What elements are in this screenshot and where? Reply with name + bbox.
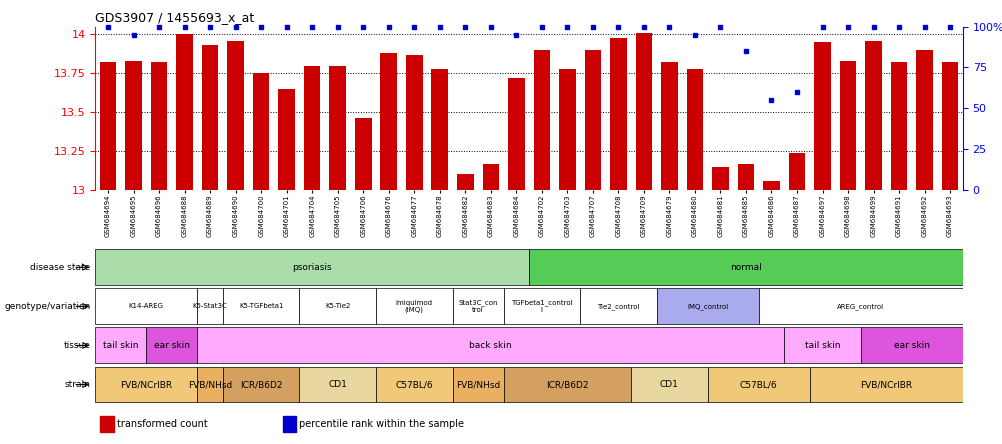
Bar	[784, 328, 860, 363]
Text: imiquimod
(IMQ): imiquimod (IMQ)	[396, 300, 432, 313]
Bar	[380, 53, 397, 190]
Bar	[197, 289, 222, 324]
Bar	[814, 42, 830, 190]
Bar	[376, 289, 452, 324]
Text: GDS3907 / 1455693_x_at: GDS3907 / 1455693_x_at	[95, 11, 255, 24]
Bar	[579, 289, 656, 324]
Bar	[736, 163, 754, 190]
Text: CD1: CD1	[659, 380, 678, 389]
Bar	[707, 367, 809, 402]
Bar	[452, 367, 503, 402]
Text: ICR/B6D2: ICR/B6D2	[239, 380, 283, 389]
Text: Tie2_control: Tie2_control	[596, 303, 639, 310]
Bar	[279, 89, 295, 190]
Bar	[95, 328, 146, 363]
Bar	[457, 174, 473, 190]
Text: FVB/NHsd: FVB/NHsd	[456, 380, 500, 389]
Text: tail skin: tail skin	[804, 341, 840, 350]
Bar	[558, 69, 575, 190]
Text: FVB/NHsd: FVB/NHsd	[187, 380, 232, 389]
Text: psoriasis: psoriasis	[292, 263, 332, 272]
Bar	[95, 289, 197, 324]
Bar	[95, 367, 197, 402]
Text: TGFbeta1_control
l: TGFbeta1_control l	[511, 300, 572, 313]
Bar	[809, 367, 962, 402]
Bar	[630, 367, 707, 402]
Text: genotype/variation: genotype/variation	[4, 302, 90, 311]
Text: back skin: back skin	[469, 341, 512, 350]
Text: K5-Stat3C: K5-Stat3C	[192, 303, 227, 309]
Text: IMQ_control: IMQ_control	[686, 303, 727, 310]
Bar	[304, 66, 321, 190]
Text: K14-AREG: K14-AREG	[128, 303, 163, 309]
Text: K5-Tie2: K5-Tie2	[325, 303, 350, 309]
Bar	[300, 367, 376, 402]
Bar	[916, 50, 932, 190]
Text: percentile rank within the sample: percentile rank within the sample	[299, 419, 464, 429]
Bar	[788, 153, 805, 190]
Bar	[503, 367, 630, 402]
Bar	[839, 61, 856, 190]
Text: normal: normal	[729, 263, 762, 272]
Bar	[758, 289, 962, 324]
Bar	[431, 69, 448, 190]
Text: ear skin: ear skin	[893, 341, 929, 350]
Bar	[482, 163, 499, 190]
Bar	[508, 78, 524, 190]
Bar	[656, 289, 758, 324]
Text: AREG_control: AREG_control	[837, 303, 884, 310]
Bar	[253, 73, 270, 190]
Bar	[300, 289, 376, 324]
Bar	[763, 181, 779, 190]
Bar	[227, 41, 243, 190]
Text: CD1: CD1	[328, 380, 347, 389]
Text: FVB/NCrIBR: FVB/NCrIBR	[120, 380, 172, 389]
Bar	[635, 33, 651, 190]
Bar	[529, 250, 962, 285]
Bar	[99, 63, 116, 190]
Text: tissue: tissue	[63, 341, 90, 350]
Bar	[686, 69, 702, 190]
Text: Stat3C_con
trol: Stat3C_con trol	[458, 300, 497, 313]
Bar	[660, 63, 677, 190]
Bar	[533, 50, 549, 190]
Bar	[452, 289, 503, 324]
Bar	[355, 119, 371, 190]
Bar	[176, 35, 192, 190]
Bar	[890, 63, 907, 190]
Bar	[283, 416, 296, 432]
Bar	[95, 250, 529, 285]
Text: C57BL/6: C57BL/6	[739, 380, 777, 389]
Bar	[222, 289, 300, 324]
Text: disease state: disease state	[30, 263, 90, 272]
Bar	[100, 416, 113, 432]
Bar	[609, 38, 626, 190]
Bar	[584, 50, 600, 190]
Text: FVB/NCrIBR: FVB/NCrIBR	[860, 380, 912, 389]
Text: tail skin: tail skin	[103, 341, 138, 350]
Bar	[406, 55, 422, 190]
Text: transformed count: transformed count	[117, 419, 207, 429]
Text: ICR/B6D2: ICR/B6D2	[545, 380, 588, 389]
Text: strain: strain	[64, 380, 90, 389]
Bar	[329, 66, 346, 190]
Bar	[222, 367, 300, 402]
Bar	[146, 328, 197, 363]
Bar	[197, 328, 784, 363]
Bar	[503, 289, 579, 324]
Bar	[860, 328, 962, 363]
Text: ear skin: ear skin	[153, 341, 189, 350]
Bar	[150, 63, 167, 190]
Bar	[941, 63, 958, 190]
Text: C57BL/6: C57BL/6	[395, 380, 433, 389]
Bar	[865, 41, 881, 190]
Bar	[201, 45, 218, 190]
Text: K5-TGFbeta1: K5-TGFbeta1	[238, 303, 284, 309]
Bar	[125, 61, 141, 190]
Bar	[197, 367, 222, 402]
Bar	[376, 367, 452, 402]
Bar	[711, 166, 728, 190]
